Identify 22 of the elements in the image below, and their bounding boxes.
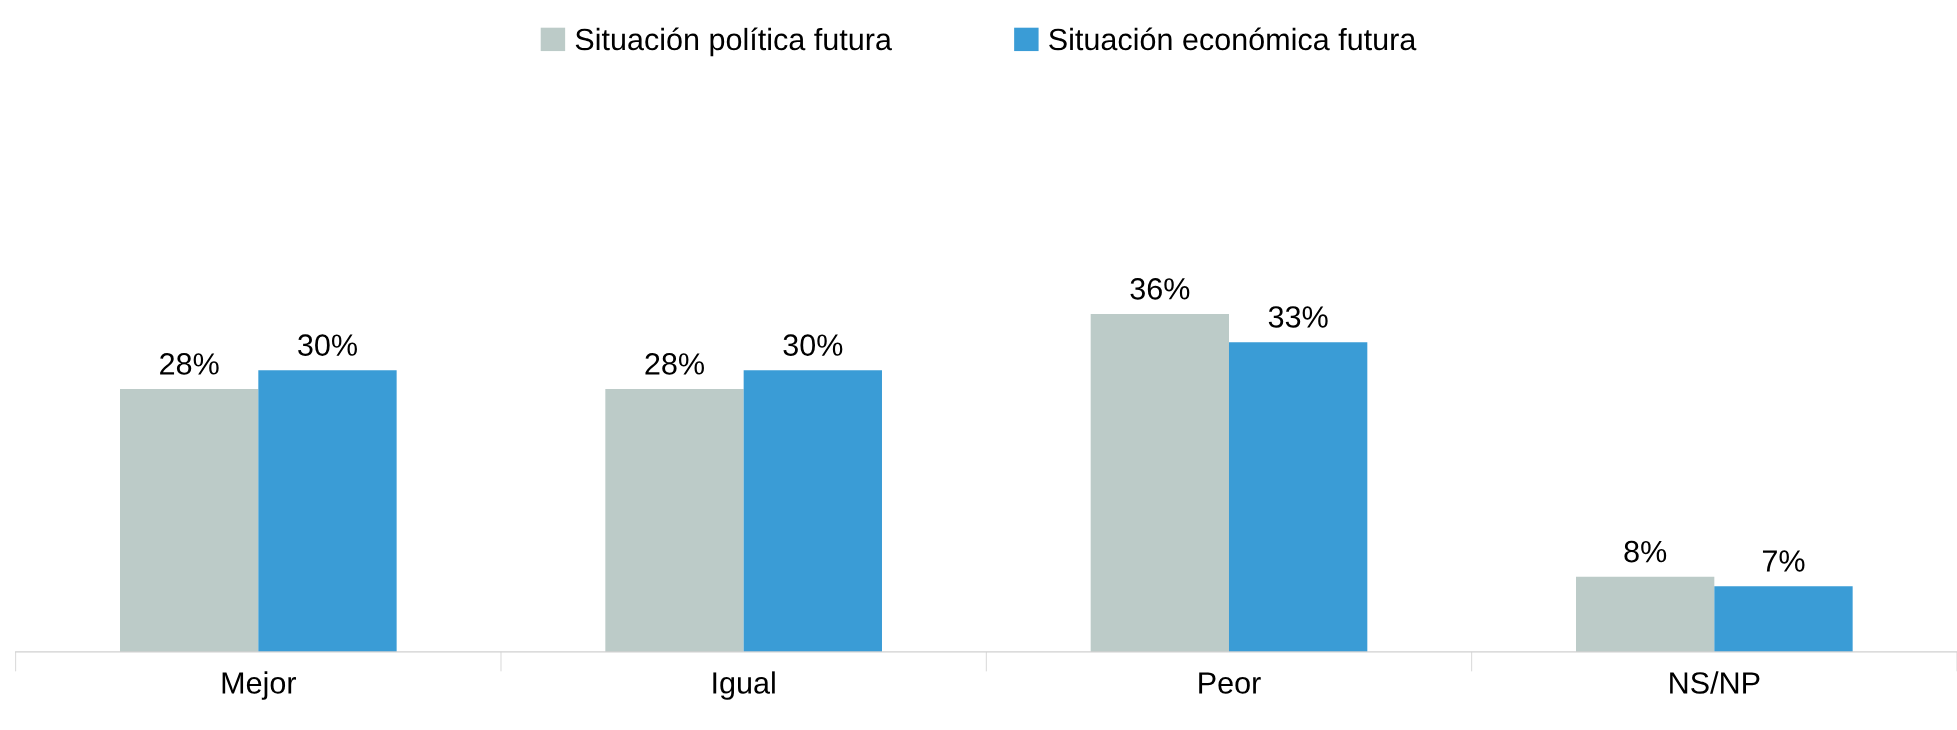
- x-tick-label: Peor: [1199, 672, 1261, 694]
- data-label: 33%: [1268, 306, 1328, 328]
- data-label: 8%: [1624, 540, 1667, 563]
- x-tick-label: NS/NP: [1670, 671, 1760, 694]
- bar: [743, 370, 882, 652]
- bar: [1090, 314, 1229, 652]
- data-label: 30%: [783, 334, 843, 356]
- legend-label: Situación económica futura: [1049, 27, 1417, 51]
- data-label: 7%: [1762, 550, 1805, 572]
- data-label: 36%: [1130, 277, 1190, 300]
- bar: [120, 389, 259, 652]
- bar: [605, 389, 744, 652]
- data-label: 28%: [645, 353, 704, 375]
- bar: [1576, 576, 1715, 652]
- data-label: 28%: [160, 353, 219, 375]
- bar: [258, 370, 397, 652]
- x-tick-label: Mejor: [222, 671, 297, 700]
- legend-label: Situación política futura: [575, 27, 892, 57]
- x-tick-label: Igual: [713, 671, 775, 700]
- bar: [1229, 342, 1368, 652]
- bar: [1714, 586, 1853, 652]
- data-label: 30%: [298, 334, 357, 356]
